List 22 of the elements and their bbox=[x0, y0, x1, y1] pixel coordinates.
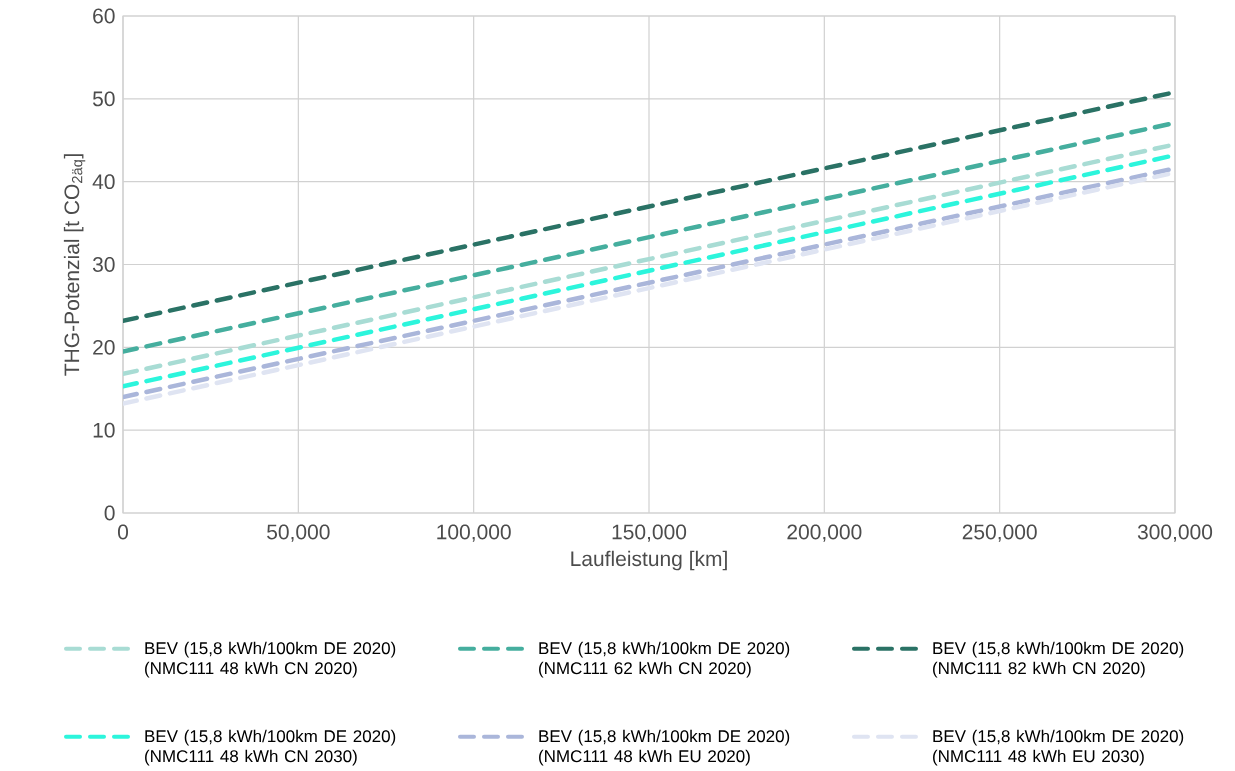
x-tick-label: 300,000 bbox=[1137, 524, 1213, 542]
x-axis-title: Laufleistung [km] bbox=[571, 550, 727, 571]
y-tick-label: 50 bbox=[92, 91, 115, 107]
x-tick-label: 50,000 bbox=[267, 524, 330, 542]
x-tick-label: 200,000 bbox=[787, 524, 862, 542]
x-tick-label: 250,000 bbox=[962, 524, 1037, 542]
legend-label: BEV (15,8 kWh/100km DE 2020) (NMC111 82 kWh CN 2020) bbox=[933, 641, 1184, 678]
legend-label: BEV (15,8 kWh/100km DE 2020) (NMC111 48 kWh EU 2030) bbox=[933, 729, 1184, 766]
y-tick-label: 20 bbox=[93, 339, 115, 355]
legend-label: BEV (15,8 kWh/100km DE 2020) (NMC111 62 kWh CN 2020) bbox=[539, 641, 790, 678]
y-tick-label: 30 bbox=[92, 257, 115, 272]
y-tick-label: 60 bbox=[93, 8, 115, 24]
legend-label: BEV (15,8 kWh/100km DE 2020) (NMC111 48 kWh CN 2020) bbox=[145, 641, 396, 678]
y-tick-label: 10 bbox=[93, 422, 115, 438]
x-tick-label: 0 bbox=[117, 524, 129, 540]
y-axis-title: THG-Potenzial [t CO$_{2äq}$] bbox=[63, 154, 86, 376]
legend-label: BEV (15,8 kWh/100km DE 2020) (NMC111 48 kWh EU 2020) bbox=[539, 729, 790, 766]
y-tick-label: 40 bbox=[92, 174, 115, 190]
x-tick-label: 100,000 bbox=[437, 524, 511, 542]
y-tick-label: 0 bbox=[104, 505, 115, 521]
legend-label: BEV (15,8 kWh/100km DE 2020) (NMC111 48 kWh CN 2030) bbox=[145, 729, 396, 766]
x-tick-label: 150,000 bbox=[612, 524, 687, 542]
